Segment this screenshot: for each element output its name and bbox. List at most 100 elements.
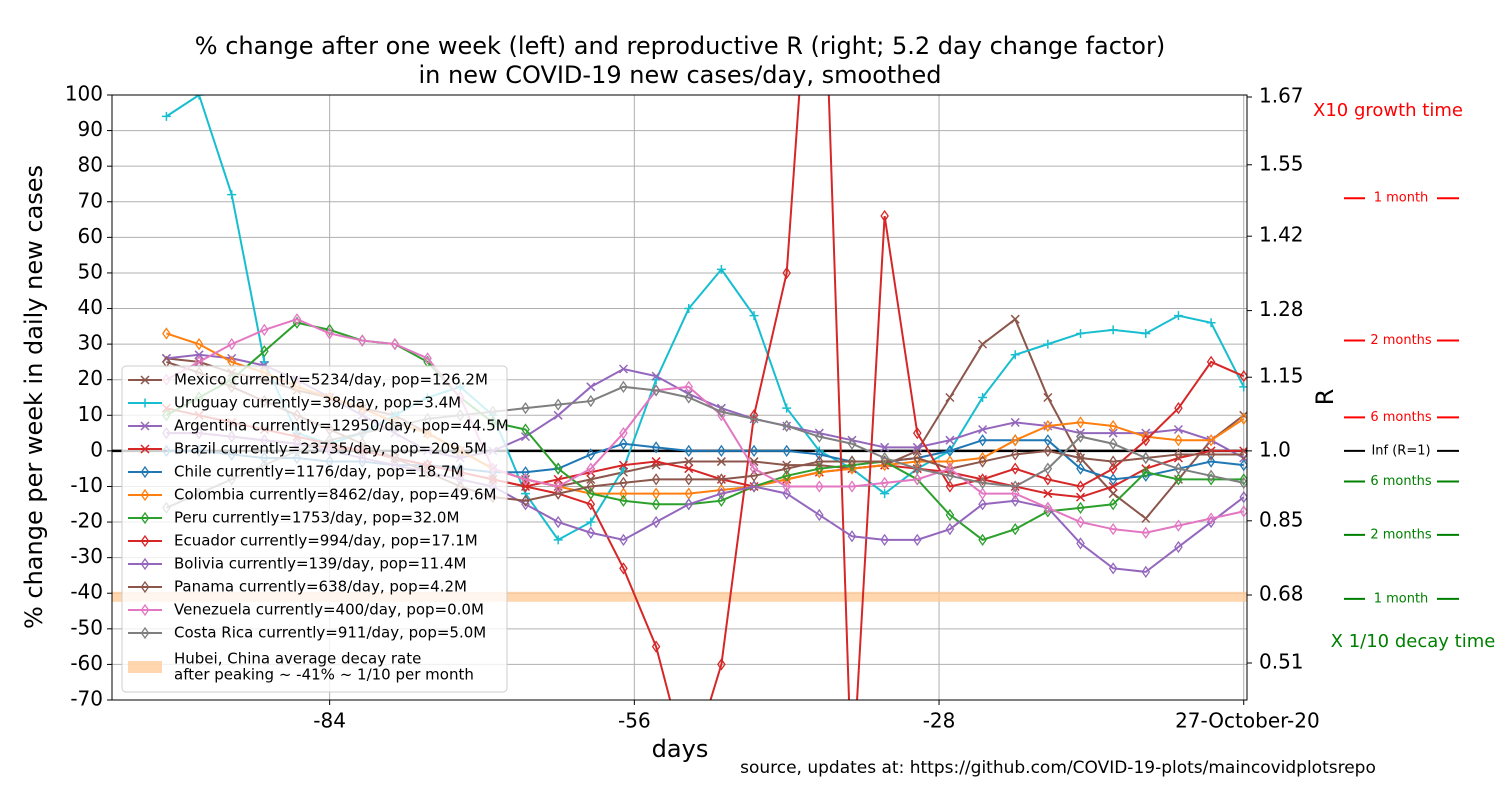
decay-label: X 1/10 decay time [1331, 631, 1496, 652]
marker [194, 350, 204, 360]
source-note: source, updates at: https://github.com/C… [740, 758, 1376, 778]
marker [749, 462, 759, 475]
marker [978, 476, 987, 490]
marker [945, 480, 955, 493]
marker [260, 323, 269, 337]
marker [717, 494, 726, 507]
marker [978, 434, 987, 447]
marker [978, 424, 988, 435]
legend-label: Ecuador currently=994/day, pop=17.1M [174, 532, 478, 550]
chart-title: in new COVID-19 new cases/day, smoothed [418, 61, 941, 89]
marker [716, 457, 726, 467]
marker [521, 466, 530, 479]
marker [1174, 519, 1183, 532]
marker [1108, 437, 1118, 450]
marker [1076, 462, 1085, 475]
marker [749, 480, 759, 493]
legend-box [121, 365, 508, 693]
marker [1174, 473, 1183, 486]
y2-tick-label: 0.51 [1259, 650, 1304, 674]
marker [140, 465, 150, 479]
marker [749, 409, 759, 422]
marker [749, 412, 759, 425]
legend-label: Mexico currently=5234/day, pop=126.2M [174, 371, 488, 389]
marker [1141, 434, 1151, 447]
marker [1108, 462, 1118, 475]
y-tick-label: 60 [78, 224, 103, 248]
marker [1043, 501, 1053, 514]
marker [619, 494, 628, 507]
marker [1010, 480, 1020, 493]
marker [651, 371, 661, 381]
marker [1206, 469, 1216, 482]
marker [782, 403, 792, 413]
marker [1239, 505, 1247, 518]
marker [978, 339, 988, 349]
y-tick-label: 10 [78, 402, 103, 426]
marker [815, 455, 824, 468]
marker [553, 535, 563, 545]
marker [1206, 434, 1216, 447]
y-tick-label: -40 [70, 580, 103, 604]
legend-label: Uruguay currently=38/day, pop=3.4M [174, 394, 461, 412]
marker [847, 437, 857, 450]
marker [912, 473, 922, 486]
marker [292, 313, 302, 326]
marker [586, 462, 596, 475]
x-tick-label: -28 [923, 709, 956, 733]
marker [1108, 473, 1118, 486]
marker [140, 534, 150, 548]
marker [521, 473, 530, 486]
marker [815, 480, 824, 493]
marker [945, 523, 955, 536]
marker [619, 380, 628, 393]
y-axis-label: % change per week in daily new cases [20, 165, 48, 629]
y-tick-label: 90 [78, 117, 103, 141]
marker [1239, 476, 1247, 490]
marker [1108, 498, 1118, 511]
marker [1076, 328, 1085, 338]
marker [978, 473, 987, 486]
marker [1076, 480, 1085, 493]
marker [553, 474, 563, 484]
marker [1010, 494, 1020, 507]
marker [1043, 392, 1053, 403]
marker [847, 455, 857, 468]
marker [586, 394, 596, 408]
y2-tick-label: 1.67 [1259, 83, 1304, 107]
time-mark-label: 1 month [1374, 591, 1429, 606]
marker [1239, 458, 1247, 472]
marker [619, 533, 628, 546]
marker [978, 451, 987, 465]
marker [880, 442, 890, 452]
marker [1206, 448, 1216, 461]
marker [1174, 448, 1183, 461]
marker [815, 430, 824, 443]
legend-label: Brazil currently=23735/day, pop=209.5M [174, 440, 487, 458]
marker [815, 508, 824, 522]
marker [1239, 370, 1247, 383]
axes: -70 -60 -50 -40 -30 -20 -10 0 10 20 30 40 50 60 70 80 90… [65, 82, 1320, 733]
y-tick-label: 50 [78, 259, 103, 283]
marker [586, 526, 596, 539]
legend-label: after peaking ~ -41% ~ 1/10 per month [174, 666, 474, 684]
marker [227, 337, 236, 351]
legend-label: Venezuela currently=400/day, pop=0.0M [174, 601, 484, 619]
marker [1010, 350, 1020, 360]
marker [912, 442, 922, 452]
marker [1141, 466, 1151, 479]
marker [651, 515, 661, 529]
y-tick-label: 20 [78, 366, 103, 390]
y-tick-label: 80 [78, 153, 103, 177]
marker [1141, 565, 1151, 579]
marker [1141, 526, 1151, 539]
x-axis-label: days [652, 735, 709, 763]
marker [1174, 402, 1183, 415]
y-tick-label: -50 [70, 615, 103, 639]
marker [1206, 355, 1216, 369]
marker [1010, 434, 1020, 447]
marker [685, 766, 692, 776]
y2-tick-label: 0.85 [1259, 507, 1304, 531]
marker [553, 487, 563, 500]
